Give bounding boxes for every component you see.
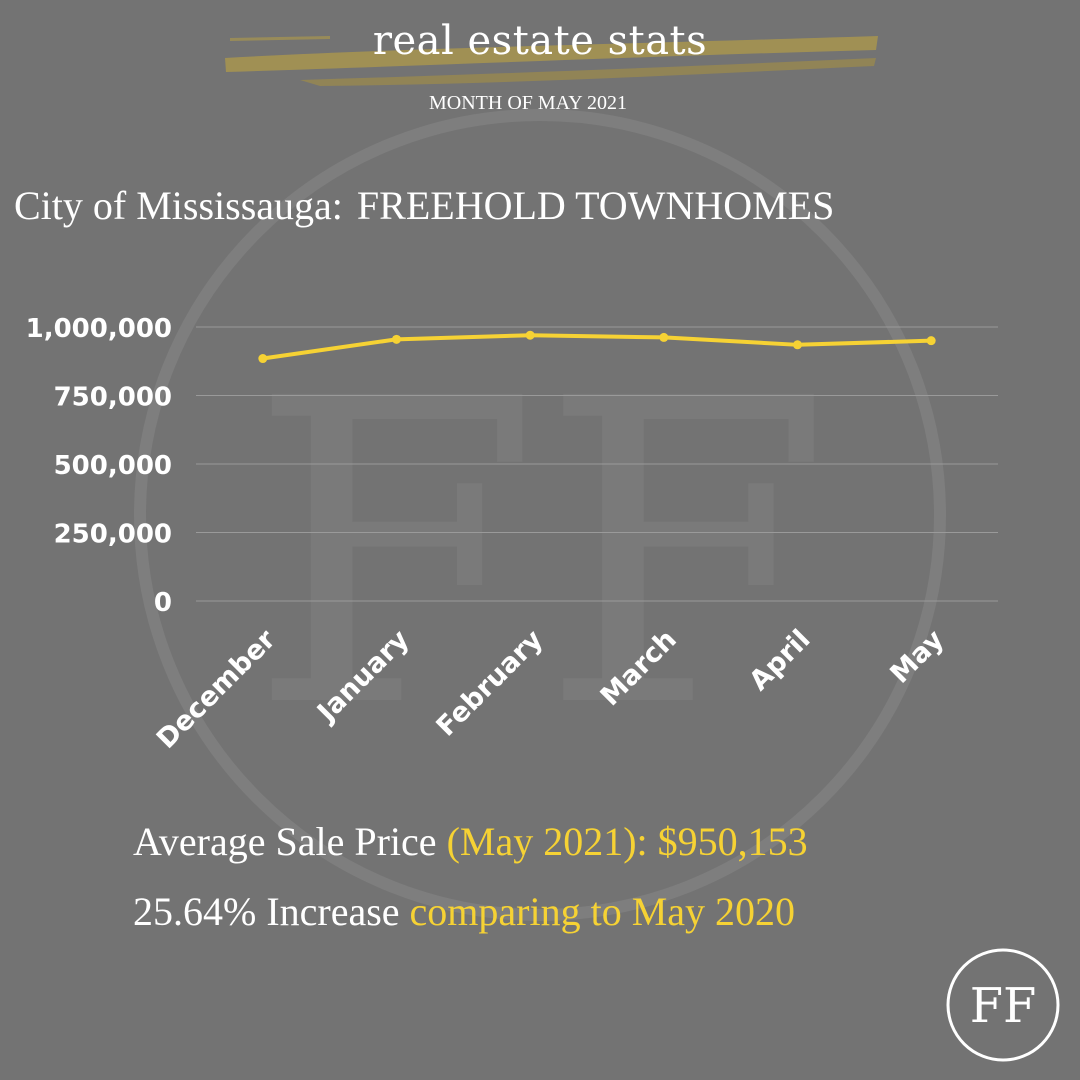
gold-brush-stroke (225, 36, 878, 86)
x-tick-label: December (151, 624, 282, 755)
x-tick-label: April (744, 624, 817, 697)
avg-period: (May 2021): (446, 819, 648, 864)
x-tick-label: February (431, 624, 550, 743)
increase-stat: 25.64% Increase comparing to May 2020 (133, 888, 795, 935)
data-point (258, 354, 268, 364)
increase-label: comparing to May 2020 (409, 889, 796, 934)
price-line-chart: 0 250,000 500,000 750,000 1,000,000 December J… (26, 314, 998, 755)
x-tick-label: May (884, 624, 950, 690)
y-tick-label: 750,000 (54, 383, 172, 413)
chart-heading: City of Mississauga: FREEHOLD TOWNHOMES (14, 182, 848, 229)
y-tick-label: 0 (154, 588, 172, 618)
series-line (262, 333, 932, 361)
y-tick-label: 500,000 (54, 451, 172, 481)
data-point (525, 330, 535, 340)
data-point (392, 334, 401, 344)
average-sale-price: Average Sale Price (May 2021): $950,153 (133, 818, 808, 865)
data-point (793, 340, 802, 350)
page-subtitle: MONTH OF MAY 2021 (429, 92, 627, 114)
y-tick-label: 1,000,000 (26, 314, 172, 344)
logo-text: FF (970, 978, 1037, 1034)
city-label: City of Mississauga: (14, 183, 343, 228)
x-tick-label: January (310, 624, 416, 730)
y-tick-label: 250,000 (54, 520, 172, 550)
category-label: FREEHOLD TOWNHOMES (356, 183, 835, 228)
increase-value: 25.64% Increase (133, 889, 400, 934)
data-point (659, 332, 669, 342)
avg-label: Average Sale Price (133, 819, 437, 864)
data-point (926, 336, 936, 346)
avg-value: $950,153 (657, 819, 808, 864)
page-title: real estate stats (372, 18, 708, 64)
x-tick-label: March (595, 624, 683, 712)
ff-monogram-logo-icon: FF (946, 948, 1060, 1062)
